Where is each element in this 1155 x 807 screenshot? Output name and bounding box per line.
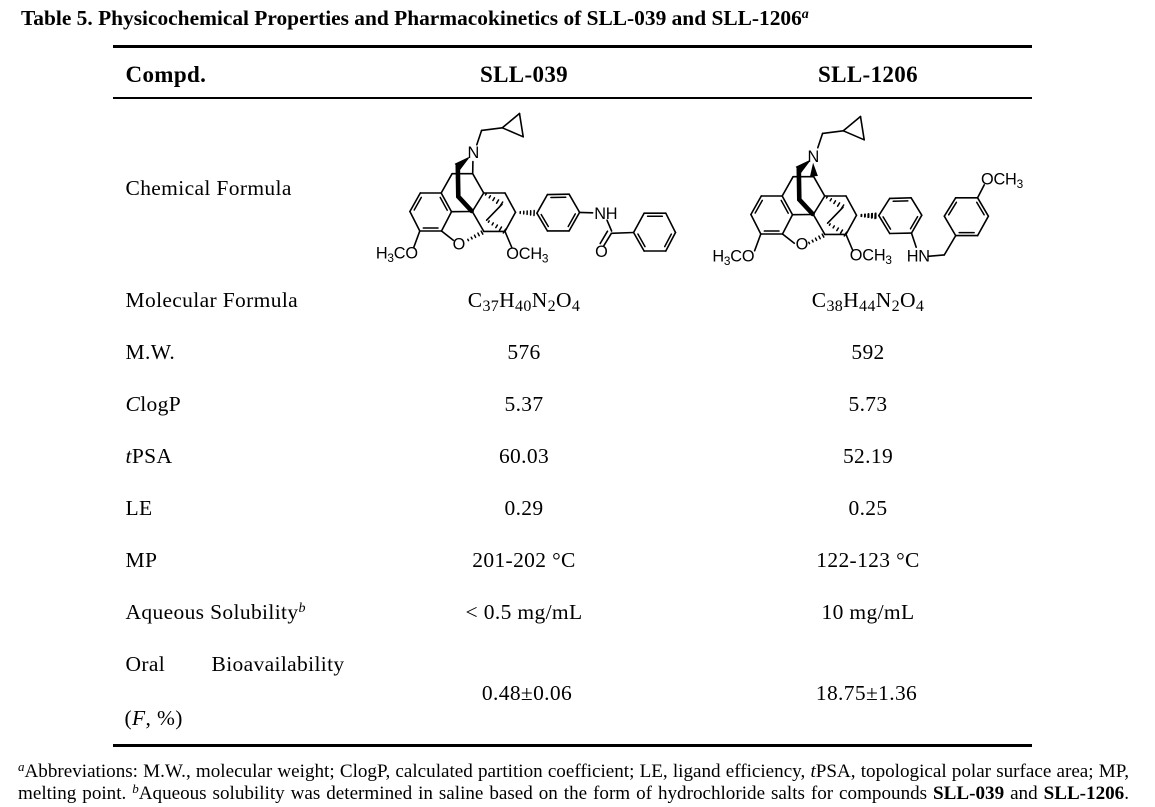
svg-text:O: O <box>453 235 465 253</box>
svg-text:H3CO: H3CO <box>712 248 754 269</box>
svg-text:HN: HN <box>907 248 930 266</box>
svg-text:OCH3: OCH3 <box>506 245 549 266</box>
svg-text:NH: NH <box>594 205 617 223</box>
svg-text:N: N <box>468 144 480 162</box>
svg-text:OCH3: OCH3 <box>850 246 893 267</box>
svg-text:N: N <box>808 148 820 166</box>
svg-text:H3CO: H3CO <box>376 245 418 266</box>
svg-text:OCH3: OCH3 <box>981 170 1024 191</box>
svg-text:O: O <box>796 235 808 253</box>
svg-text:O: O <box>595 243 607 261</box>
